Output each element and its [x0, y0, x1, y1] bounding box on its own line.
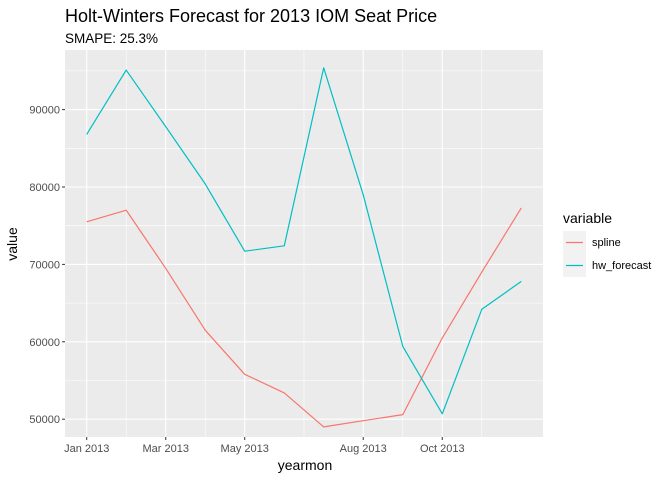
series-line-spline	[86, 207, 522, 428]
x-tick-label: May 2013	[221, 443, 269, 455]
x-tick-label: Oct 2013	[420, 443, 465, 455]
y-tick-label: 50000	[29, 414, 60, 426]
series-lines	[86, 67, 522, 428]
y-tick-label: 60000	[29, 337, 60, 349]
y-axis: 50000 60000 70000 80000 90000	[29, 105, 65, 426]
major-gridlines	[65, 50, 543, 437]
legend-title: variable	[563, 210, 612, 226]
legend-label-spline: spline	[592, 237, 621, 249]
x-axis-title: yearmon	[278, 457, 332, 473]
y-tick-label: 90000	[29, 105, 60, 117]
chart-title: Holt-Winters Forecast for 2013 IOM Seat …	[65, 6, 437, 26]
x-axis: Jan 2013 Mar 2013 May 2013 Aug 2013 Oct 2013	[64, 437, 465, 455]
legend-label-hw-forecast: hw_forecast	[592, 260, 651, 272]
y-tick-label: 70000	[29, 259, 60, 271]
legend: variable spline hw_forecast	[563, 210, 651, 277]
x-tick-label: Aug 2013	[340, 443, 387, 455]
y-tick-label: 80000	[29, 182, 60, 194]
x-tick-label: Jan 2013	[64, 443, 109, 455]
x-tick-label: Mar 2013	[142, 443, 188, 455]
chart-subtitle: SMAPE: 25.3%	[65, 31, 158, 46]
series-line-hw-forecast	[86, 67, 522, 415]
minor-gridlines	[65, 50, 543, 437]
y-axis-title: value	[4, 227, 20, 261]
